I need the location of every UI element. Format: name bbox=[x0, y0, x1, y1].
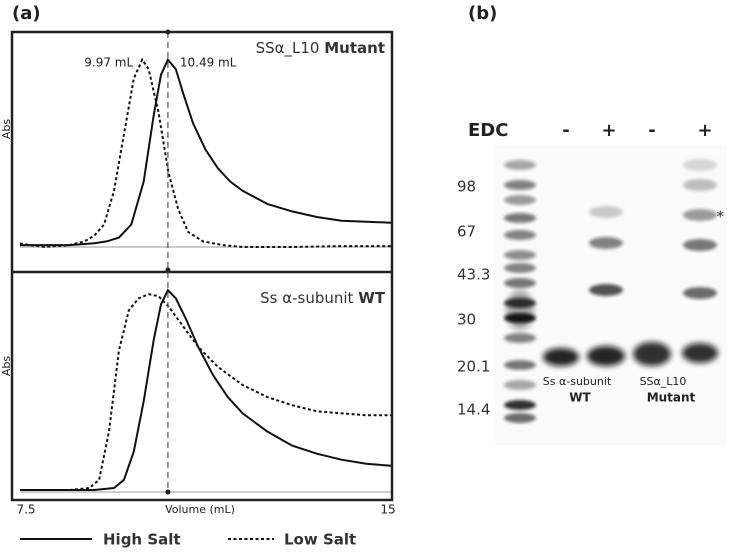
panel-title: SSα_L10 Mutant bbox=[256, 39, 385, 58]
gel-band bbox=[683, 159, 717, 171]
ladder-label: 98 bbox=[457, 178, 476, 196]
x-tick-label: 15 bbox=[380, 503, 395, 517]
ladder-label: 20.1 bbox=[457, 358, 490, 376]
ladder-label: 67 bbox=[457, 223, 476, 241]
gel-band bbox=[504, 195, 536, 205]
x-axis-label: Volume (mL) bbox=[165, 503, 235, 516]
panel-frame bbox=[10, 30, 394, 502]
gel-band bbox=[506, 290, 534, 330]
gel-band bbox=[504, 360, 536, 370]
reference-dot bbox=[165, 489, 171, 495]
title-text: SSα_L10 bbox=[256, 39, 320, 58]
gel-band bbox=[633, 342, 671, 366]
gel-band bbox=[504, 230, 536, 240]
reference-dot bbox=[165, 29, 171, 35]
gel-band bbox=[504, 413, 536, 423]
title-text: Ss α-subunit bbox=[260, 289, 353, 307]
sample-label-bold: Mutant bbox=[647, 391, 696, 405]
panel-title: Ss α-subunit WT bbox=[260, 289, 386, 307]
lane-sign: - bbox=[562, 120, 569, 141]
sample-label: SSα_L10 bbox=[640, 375, 687, 388]
line-series bbox=[19, 57, 391, 249]
gel-band bbox=[504, 160, 536, 170]
sample-label: Ss α-subunit bbox=[543, 375, 612, 388]
gel-band bbox=[589, 206, 623, 218]
annotation: 9.97 mL bbox=[84, 56, 133, 70]
y-axis-label: Abs bbox=[0, 356, 13, 377]
asterisk: * bbox=[717, 208, 725, 226]
lane-sign: + bbox=[601, 120, 616, 141]
lane-sign: - bbox=[648, 120, 655, 141]
gel-band bbox=[504, 213, 536, 223]
line-series bbox=[20, 288, 392, 491]
line-series bbox=[20, 293, 391, 491]
lane-sign: + bbox=[697, 120, 712, 141]
gel-band bbox=[504, 333, 536, 343]
legend-label: High Salt bbox=[103, 531, 181, 549]
ladder-label: 30 bbox=[457, 311, 476, 329]
line-series bbox=[20, 57, 392, 247]
gel-band bbox=[504, 278, 536, 288]
gel-band bbox=[683, 209, 717, 221]
title-bold: WT bbox=[358, 289, 386, 307]
title-bold: Mutant bbox=[324, 39, 385, 57]
gel-band bbox=[543, 348, 579, 366]
annotation: 10.49 mL bbox=[180, 56, 237, 70]
legend-label: Low Salt bbox=[284, 531, 356, 549]
gel-image bbox=[495, 145, 727, 445]
gel-band bbox=[683, 287, 717, 299]
edc-label: EDC bbox=[468, 120, 508, 141]
gel-band bbox=[682, 343, 718, 363]
gel-band bbox=[504, 180, 536, 190]
gel-band bbox=[587, 346, 625, 366]
reference-dot bbox=[165, 267, 171, 273]
gel-band bbox=[504, 400, 536, 410]
gel-band bbox=[589, 284, 623, 296]
gel-band bbox=[683, 239, 717, 251]
gel-band bbox=[504, 263, 536, 273]
panel-label: (b) bbox=[468, 3, 497, 24]
y-axis-label: Abs bbox=[0, 119, 13, 140]
x-tick-label: 7.5 bbox=[16, 503, 35, 517]
panel-label: (a) bbox=[12, 3, 41, 24]
ladder-label: 43.3 bbox=[457, 266, 490, 284]
gel-band bbox=[504, 250, 536, 260]
sample-label-bold: WT bbox=[569, 391, 591, 405]
gel-band bbox=[683, 179, 717, 191]
ladder-label: 14.4 bbox=[457, 401, 490, 419]
gel-band bbox=[589, 237, 623, 249]
gel-band bbox=[504, 380, 536, 390]
